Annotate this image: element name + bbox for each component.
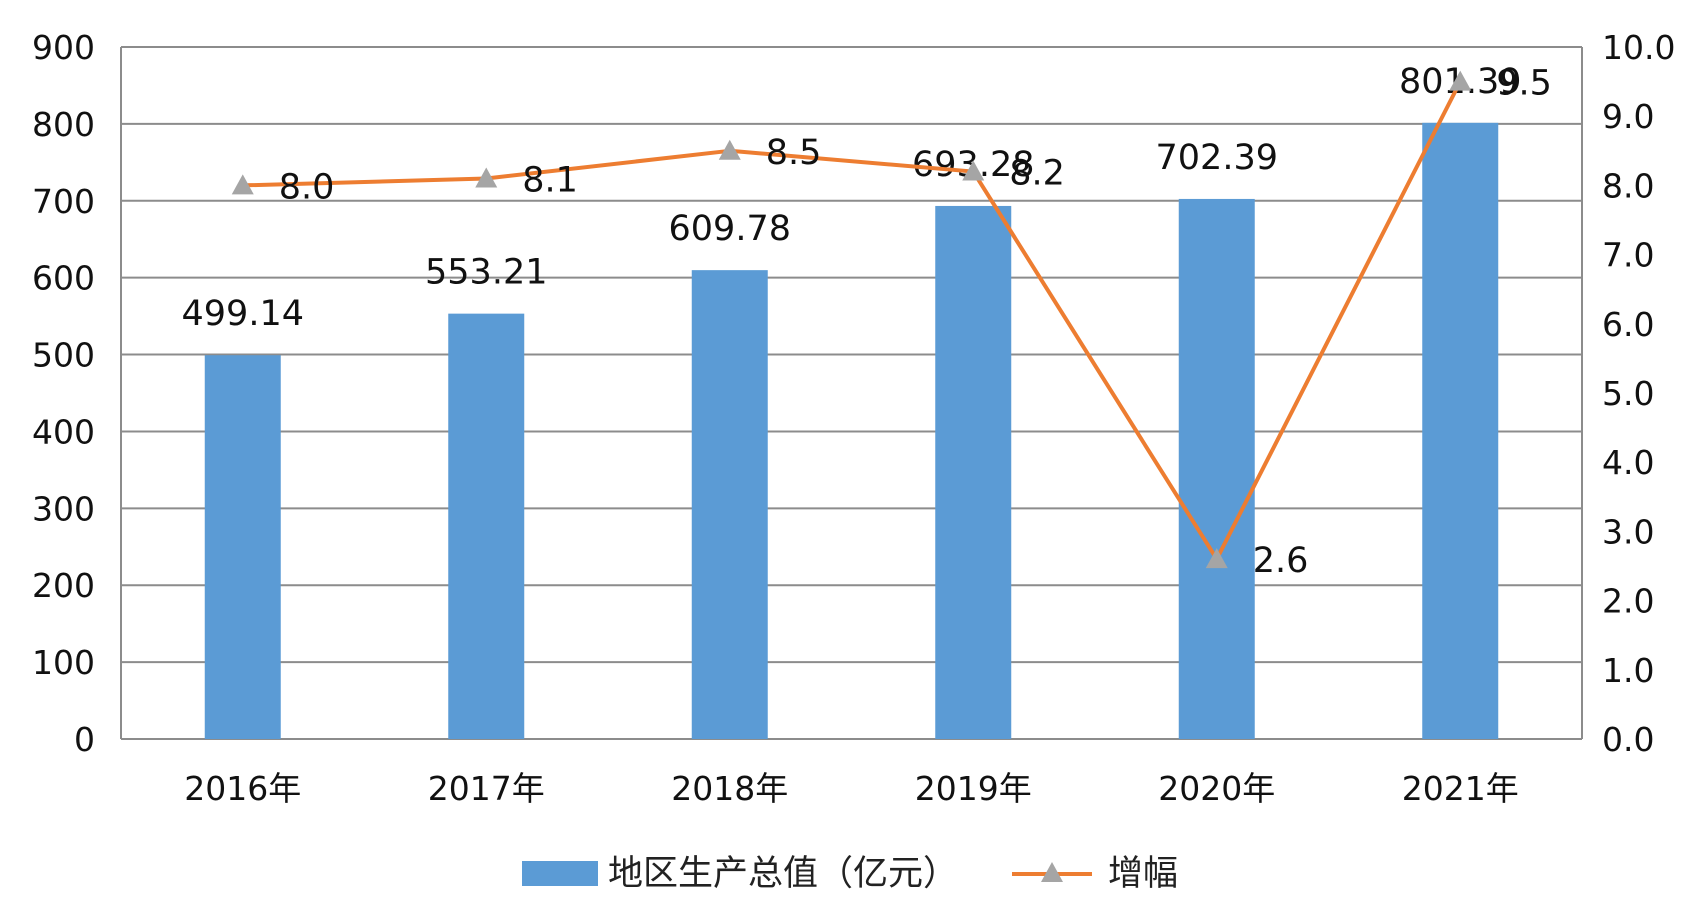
x-tick-label: 2017年: [428, 769, 545, 808]
left-tick-label: 900: [32, 28, 95, 67]
legend-bar-swatch: [522, 861, 598, 886]
line-marker: [231, 174, 254, 195]
bar: [1422, 122, 1499, 740]
x-tick-label: 2018年: [671, 769, 788, 808]
line-data-label: 8.1: [522, 160, 578, 200]
left-tick-label: 400: [32, 412, 95, 451]
right-tick-label: 6.0: [1602, 305, 1654, 344]
left-axis-ticks: 0 100 200 300 400 500 600 700 800 900: [32, 28, 95, 759]
line-data-label: 8.5: [766, 133, 822, 173]
line-marker: [962, 160, 985, 181]
right-tick-label: 0.0: [1602, 720, 1654, 759]
line-marker: [1449, 70, 1472, 91]
right-tick-label: 5.0: [1602, 374, 1654, 413]
line-marker: [1205, 548, 1228, 569]
bar: [691, 270, 768, 739]
left-tick-label: 500: [32, 336, 95, 375]
left-tick-label: 600: [32, 259, 95, 298]
right-axis-ticks: 0.0 1.0 2.0 3.0 4.0 5.0 6.0 7.0 8.0 9.0 10.0: [1602, 28, 1675, 759]
right-tick-label: 1.0: [1602, 651, 1654, 690]
line-series: [231, 70, 1472, 569]
left-tick-label: 800: [32, 105, 95, 144]
left-tick-label: 700: [32, 182, 95, 221]
x-axis-ticks: 2016年 2017年 2018年 2019年 2020年 2021年: [184, 769, 1518, 808]
bar-data-label: 609.78: [669, 209, 791, 249]
right-tick-label: 9.0: [1602, 97, 1654, 136]
right-tick-label: 10.0: [1602, 28, 1675, 67]
line-data-label: 9.5: [1496, 64, 1552, 104]
left-tick-label: 200: [32, 566, 95, 605]
bar: [935, 205, 1012, 740]
legend-line-label: 增幅: [1108, 854, 1178, 894]
x-tick-label: 2019年: [915, 769, 1032, 808]
left-tick-label: 100: [32, 643, 95, 682]
x-tick-label: 2020年: [1158, 769, 1275, 808]
line-marker: [475, 167, 498, 188]
line-data-label: 2.6: [1253, 541, 1309, 581]
axes: [120, 47, 1583, 739]
left-tick-label: 0: [74, 720, 95, 759]
line-data-label: 8.0: [279, 167, 335, 207]
line-data-label: 8.2: [1009, 154, 1065, 194]
legend-line-marker: [1041, 862, 1063, 882]
legend: 地区生产总值（亿元） 增幅: [522, 854, 1178, 894]
bar: [1178, 198, 1255, 740]
bar-data-label: 553.21: [425, 253, 547, 293]
line-data-labels: 8.0 8.1 8.5 8.2 2.6 9.5: [279, 64, 1552, 581]
right-tick-label: 8.0: [1602, 166, 1654, 205]
line-path: [242, 80, 1463, 562]
bar-series: [204, 122, 1499, 740]
right-tick-label: 7.0: [1602, 236, 1654, 275]
bar-data-label: 499.14: [182, 294, 304, 334]
bar-data-label: 702.39: [1156, 138, 1278, 178]
x-tick-label: 2016年: [184, 769, 301, 808]
legend-bar-label: 地区生产总值（亿元）: [608, 854, 958, 894]
right-tick-label: 2.0: [1602, 582, 1654, 621]
x-tick-label: 2021年: [1402, 769, 1519, 808]
bar: [448, 313, 525, 739]
gridlines: [121, 46, 1582, 740]
right-tick-label: 4.0: [1602, 443, 1654, 482]
left-tick-label: 300: [32, 489, 95, 528]
right-tick-label: 3.0: [1602, 512, 1654, 551]
bar: [204, 355, 281, 739]
line-marker: [718, 139, 741, 160]
